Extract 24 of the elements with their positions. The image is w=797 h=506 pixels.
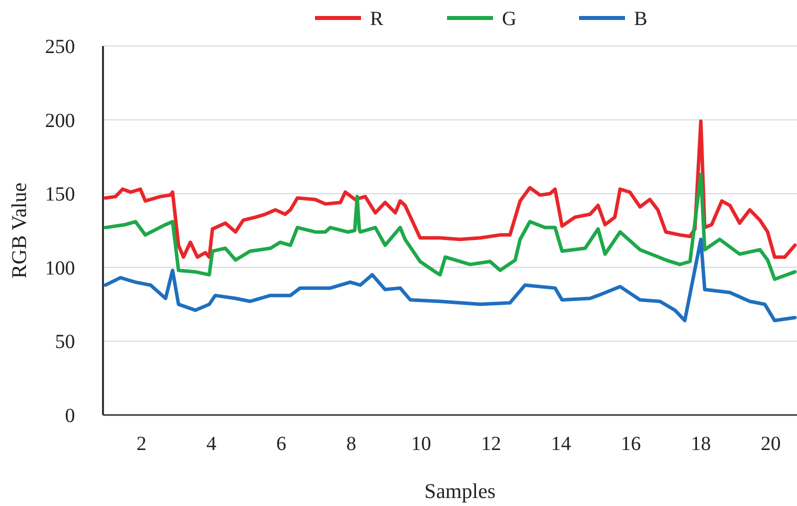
legend-label: B xyxy=(634,8,648,30)
y-tick-label: 100 xyxy=(45,257,75,280)
legend-label: G xyxy=(502,8,516,30)
x-tick-label: 18 xyxy=(690,433,711,455)
x-tick-label: 10 xyxy=(411,433,432,455)
x-tick-label: 20 xyxy=(760,433,781,455)
x-tick-label: 4 xyxy=(206,433,216,455)
y-tick-label: 200 xyxy=(45,110,75,132)
x-tick-label: 2 xyxy=(136,433,146,455)
y-axis-title: RGB Value xyxy=(7,182,31,278)
legend-label: R xyxy=(370,8,384,30)
x-tick-label: 12 xyxy=(481,433,502,455)
x-tick-label: 8 xyxy=(346,433,356,455)
x-tick-label: 16 xyxy=(620,433,641,455)
y-tick-label: 50 xyxy=(55,331,75,354)
x-axis-title: Samples xyxy=(424,479,496,503)
y-tick-label: 0 xyxy=(65,405,75,427)
line-series xyxy=(104,172,797,281)
y-tick-label: 250 xyxy=(45,36,75,58)
line-series xyxy=(104,238,797,322)
x-tick-label: 14 xyxy=(551,433,572,455)
line-series xyxy=(104,120,797,259)
y-tick-label: 150 xyxy=(45,184,75,206)
x-tick-label: 6 xyxy=(276,433,286,455)
